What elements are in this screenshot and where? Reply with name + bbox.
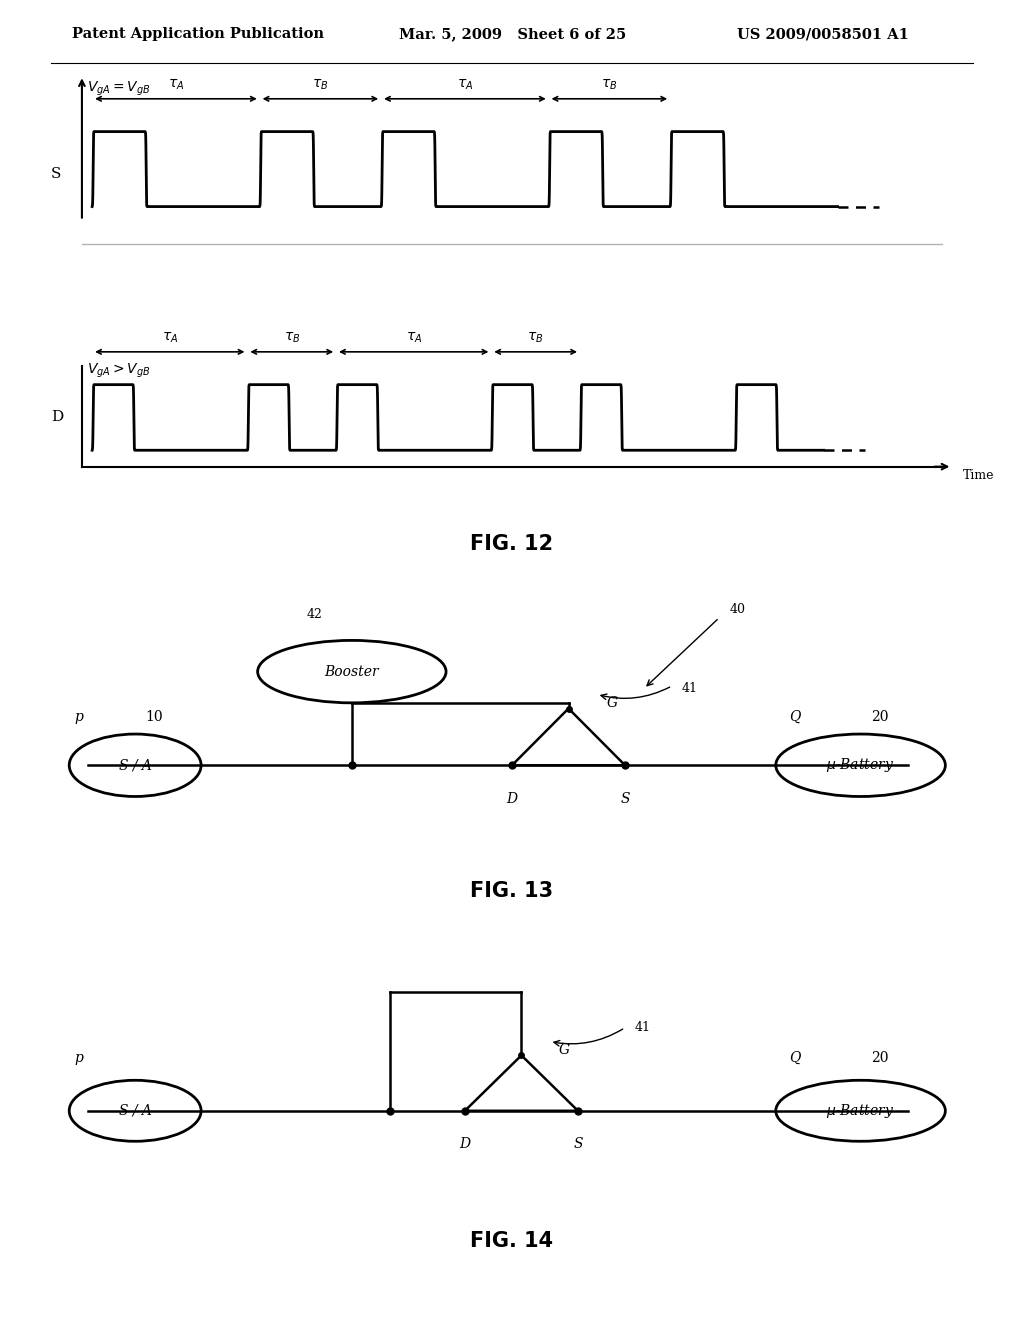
Text: D: D: [51, 411, 63, 425]
Text: $\tau_B$: $\tau_B$: [284, 330, 300, 345]
Text: S / A: S / A: [119, 1104, 152, 1118]
Text: $\tau_A$: $\tau_A$: [168, 78, 184, 92]
Text: FIG. 13: FIG. 13: [470, 880, 554, 902]
Text: $V_{gA}>V_{gB}$: $V_{gA}>V_{gB}$: [87, 362, 151, 380]
Text: $\tau_A$: $\tau_A$: [457, 78, 473, 92]
Text: 41: 41: [635, 1022, 650, 1034]
Text: G: G: [559, 1043, 570, 1057]
Text: 20: 20: [870, 1051, 888, 1065]
Text: S: S: [51, 166, 61, 181]
Text: $\mu$-Battery: $\mu$-Battery: [826, 1102, 895, 1119]
Text: $\tau_A$: $\tau_A$: [162, 330, 178, 345]
Text: 42: 42: [306, 609, 323, 622]
Text: S: S: [621, 792, 630, 807]
Text: G: G: [606, 696, 617, 710]
Text: 40: 40: [730, 603, 746, 615]
Text: $\tau_A$: $\tau_A$: [406, 330, 422, 345]
Text: $V_{gA}=V_{gB}$: $V_{gA}=V_{gB}$: [87, 81, 151, 99]
Text: Q: Q: [788, 1051, 801, 1065]
Text: p: p: [74, 1051, 83, 1065]
Text: S / A: S / A: [119, 758, 152, 772]
Text: US 2009/0058501 A1: US 2009/0058501 A1: [737, 28, 909, 41]
Text: $\mu$-Battery: $\mu$-Battery: [826, 756, 895, 775]
Text: 20: 20: [870, 710, 888, 725]
Text: 41: 41: [682, 682, 697, 696]
Text: D: D: [460, 1137, 470, 1151]
Text: Booster: Booster: [325, 664, 379, 678]
Text: Mar. 5, 2009   Sheet 6 of 25: Mar. 5, 2009 Sheet 6 of 25: [399, 28, 627, 41]
Text: $\tau_B$: $\tau_B$: [527, 330, 544, 345]
Text: $\tau_B$: $\tau_B$: [312, 78, 329, 92]
Text: Q: Q: [788, 710, 801, 725]
Text: p: p: [74, 710, 83, 725]
Text: $\tau_B$: $\tau_B$: [601, 78, 617, 92]
Text: Patent Application Publication: Patent Application Publication: [72, 28, 324, 41]
Text: D: D: [507, 792, 517, 807]
Text: Time: Time: [963, 469, 994, 482]
Text: S: S: [573, 1137, 583, 1151]
Text: 10: 10: [145, 710, 163, 725]
Text: FIG. 14: FIG. 14: [470, 1230, 554, 1251]
Text: FIG. 12: FIG. 12: [470, 535, 554, 554]
